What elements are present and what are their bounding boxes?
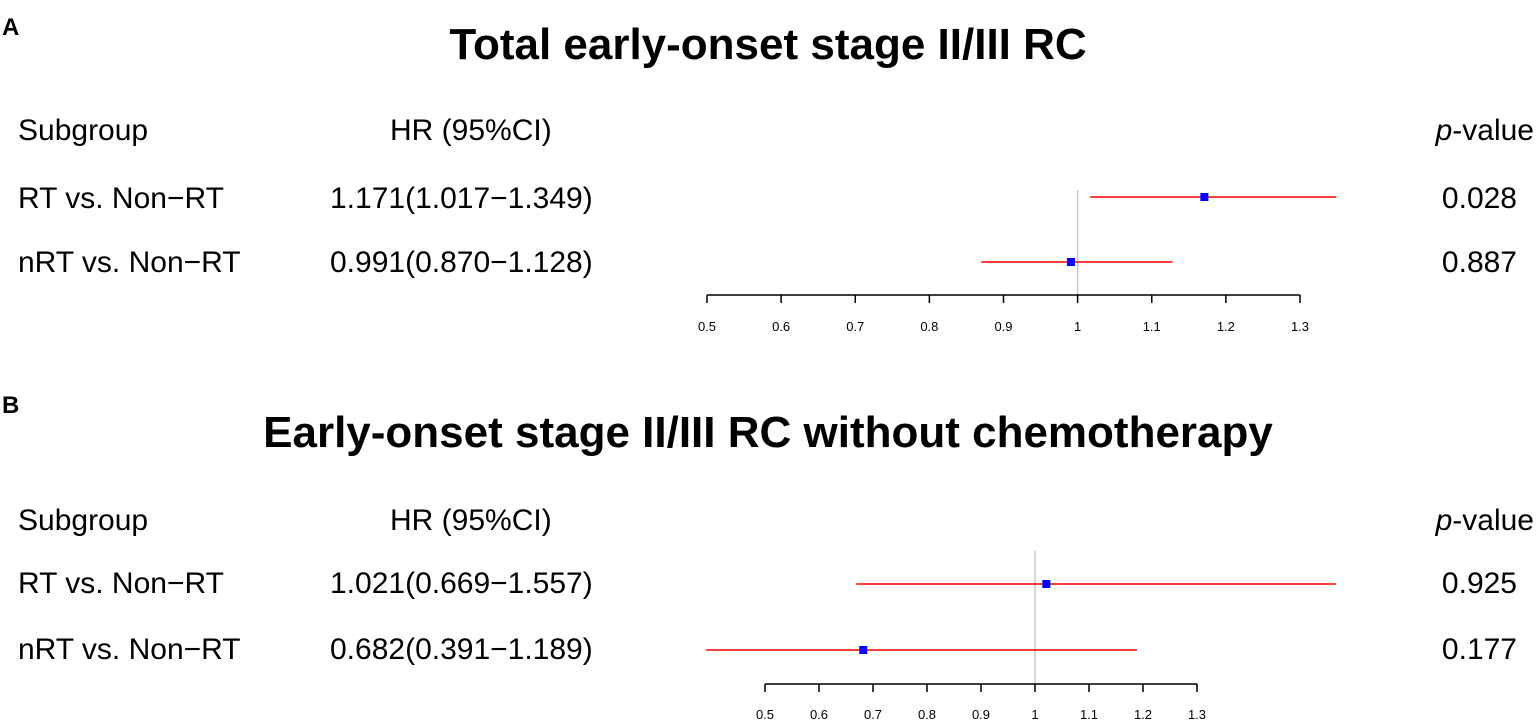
forest-plot: 0.5 0.6 0.7 0.8 0.9 1 1.1 1.2 1.3 <box>698 190 1337 334</box>
x-tick-label: 0.5 <box>698 319 716 334</box>
x-tick-label: 0.5 <box>756 707 774 721</box>
x-tick-label: 0.8 <box>920 319 938 334</box>
p-suffix: -value <box>1452 504 1534 537</box>
hr-point <box>1042 580 1051 588</box>
row-hr-ci: 0.991(0.870−1.128) <box>330 246 593 279</box>
chart-title: Total early-onset stage II/III RC <box>449 20 1087 69</box>
x-tick-label: 1.1 <box>1080 707 1098 721</box>
header-subgroup: Subgroup <box>18 114 149 147</box>
panel-letter: A <box>2 14 20 41</box>
x-tick-label: 1 <box>1074 319 1081 334</box>
row-hr-ci: 1.021(0.669−1.557) <box>330 567 593 600</box>
header-subgroup: Subgroup <box>18 504 149 537</box>
p-suffix: -value <box>1452 114 1534 147</box>
panel-letter: B <box>2 392 20 419</box>
chart-title: Early-onset stage II/III RC without chem… <box>263 408 1273 457</box>
x-tick-label: 1 <box>1031 707 1038 721</box>
p-italic: p <box>1435 114 1453 147</box>
hr-point <box>859 646 868 654</box>
x-tick-label: 0.7 <box>864 707 882 721</box>
row-subgroup: nRT vs. Non−RT <box>18 633 241 666</box>
row-subgroup: RT vs. Non−RT <box>18 182 224 215</box>
row-hr-ci: 0.682(0.391−1.189) <box>330 633 593 666</box>
row-p-value: 0.925 <box>1441 567 1517 600</box>
x-tick-label: 0.6 <box>772 319 790 334</box>
hr-point <box>1200 193 1209 201</box>
row-subgroup: nRT vs. Non−RT <box>18 246 241 279</box>
x-tick-label: 0.6 <box>810 707 828 721</box>
x-tick-label: 1.2 <box>1134 707 1152 721</box>
header-p-value: p-value <box>1436 504 1534 538</box>
row-p-value: 0.177 <box>1441 633 1517 666</box>
x-tick-label: 1.1 <box>1143 319 1161 334</box>
panel-a: A Total early-onset stage II/III RC Subg… <box>0 0 1536 360</box>
forest-plot: 0.5 0.6 0.7 0.8 0.9 1 1.1 1.2 1.3 <box>706 551 1336 721</box>
p-italic: p <box>1435 504 1453 537</box>
row-p-value: 0.887 <box>1441 246 1517 279</box>
header-hr: HR (95%CI) <box>390 114 552 147</box>
x-tick-label: 0.8 <box>918 707 936 721</box>
x-tick-label: 1.2 <box>1217 319 1235 334</box>
panel-b: B Early-onset stage II/III RC without ch… <box>0 360 1536 721</box>
x-tick-label: 1.3 <box>1188 707 1206 721</box>
x-tick-label: 0.9 <box>994 319 1012 334</box>
hr-point <box>1066 258 1075 266</box>
header-p-value: p-value <box>1436 114 1534 148</box>
row-p-value: 0.028 <box>1441 182 1517 215</box>
x-tick-label: 1.3 <box>1291 319 1309 334</box>
header-hr: HR (95%CI) <box>390 504 552 537</box>
row-subgroup: RT vs. Non−RT <box>18 567 224 600</box>
x-tick-label: 0.7 <box>846 319 864 334</box>
x-tick-label: 0.9 <box>972 707 990 721</box>
row-hr-ci: 1.171(1.017−1.349) <box>330 182 593 215</box>
